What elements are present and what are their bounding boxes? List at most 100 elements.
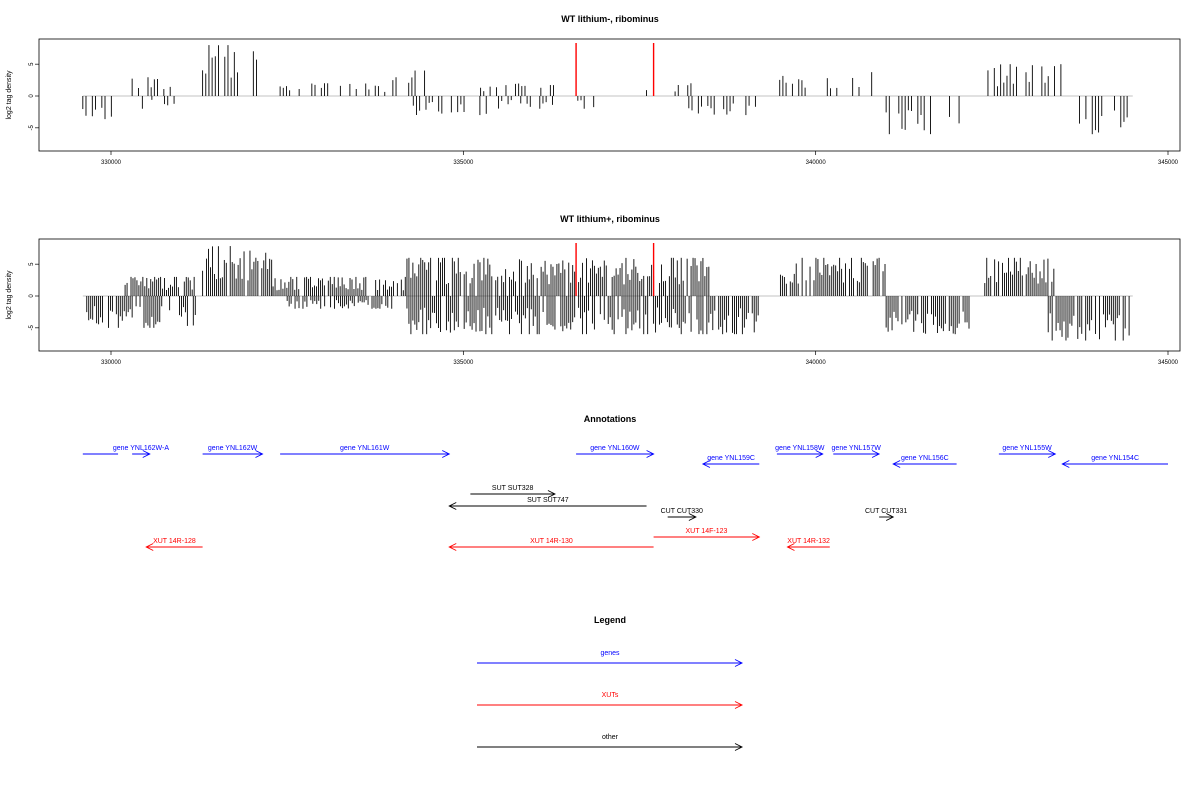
y-tick-label: 0: [29, 294, 35, 298]
y-tick-label: -5: [29, 124, 35, 130]
panel-title: WT lithium+, ribominus: [560, 214, 660, 224]
annotation-feature: gene YNL162W: [202, 445, 264, 458]
feature-arrowhead: [547, 490, 556, 498]
annotation-feature: XUT 14R-128: [145, 538, 203, 551]
x-tick-label: 340000: [806, 160, 827, 166]
legend-title: Legend: [594, 615, 626, 625]
annotation-feature: gene YNL154C: [1061, 455, 1168, 468]
panel-title: WT lithium-, ribominus: [561, 14, 659, 24]
coverage-panel-lithium-minus: WT lithium-, ribominus log2 tag density …: [6, 14, 1181, 166]
annotation-feature: gene YNL159C: [701, 455, 760, 468]
feature-arrowhead: [786, 543, 795, 551]
legend-arrowhead: [734, 659, 744, 667]
feature-label: XUT 14F-123: [685, 528, 727, 535]
annotations-title: Annotations: [584, 414, 637, 424]
legend: Legend genes XUTs other: [477, 615, 744, 751]
feature-label: gene YNL154C: [1091, 455, 1139, 462]
feature-arrowhead: [448, 543, 457, 551]
y-axis: -5 0 5: [29, 62, 39, 130]
feature-arrowhead: [892, 460, 901, 468]
annotation-feature: gene YNL162W-A: [113, 445, 169, 458]
annotation-feature: CUT CUT331: [865, 508, 907, 521]
feature-label: CUT CUT331: [865, 508, 907, 515]
feature-label: gene YNL161W: [340, 445, 390, 452]
region-markers: [575, 243, 655, 296]
feature-arrowhead: [255, 450, 264, 458]
annotation-features: gene YNL162W-A gene YNL162W gene YNL161W ge…: [82, 445, 1168, 551]
feature-label: gene YNL155W: [1002, 445, 1052, 452]
y-axis-label: log2 tag density: [6, 70, 13, 120]
y-tick-label: -5: [29, 324, 35, 330]
feature-arrowhead: [442, 450, 451, 458]
feature-label: gene YNL162W: [208, 445, 258, 452]
x-tick-label: 330000: [101, 360, 122, 366]
legend-label: other: [602, 734, 619, 741]
feature-arrowhead: [815, 450, 824, 458]
y-tick-label: 5: [29, 62, 35, 66]
x-tick-label: 345000: [1158, 160, 1179, 166]
plot-frame: [38, 38, 1181, 152]
feature-label: SUT SUT328: [492, 485, 534, 492]
feature-arrowhead: [701, 460, 711, 468]
feature-label: XUT 14R-128: [153, 538, 196, 545]
feature-arrowhead: [448, 502, 457, 510]
annotation-feature: gene YNL155W: [998, 445, 1057, 458]
feature-arrowhead: [752, 533, 761, 541]
legend-item: other: [477, 734, 744, 751]
annotation-feature: gene YNL160W: [576, 445, 655, 458]
annotation-feature: gene YNL161W: [280, 445, 451, 458]
feature-label: gene YNL162W-A: [113, 445, 169, 452]
annotation-feature: XUT 14R-132: [786, 538, 830, 551]
annotation-feature: CUT CUT330: [661, 508, 703, 521]
x-tick-label: 340000: [806, 360, 827, 366]
feature-label: gene YNL159C: [707, 455, 755, 462]
feature-label: gene YNL156C: [901, 455, 949, 462]
annotation-feature: SUT SUT747: [448, 497, 647, 510]
y-tick-label: 5: [29, 262, 35, 266]
feature-arrowhead: [145, 543, 154, 551]
feature-label: XUT 14R-130: [530, 538, 573, 545]
legend-item: genes: [477, 650, 744, 667]
annotation-feature: gene YNL157W: [832, 445, 882, 458]
annotation-feature: XUT 14F-123: [653, 528, 761, 541]
annotation-feature: SUT SUT328: [470, 485, 556, 498]
x-axis: 330000 335000 340000 345000: [101, 351, 1179, 366]
y-axis: -5 0 5: [29, 262, 39, 330]
feature-label: gene YNL160W: [590, 445, 640, 452]
coverage-bars: [82, 246, 1133, 341]
region-markers: [575, 43, 655, 96]
feature-arrowhead: [885, 513, 895, 521]
feature-label: CUT CUT330: [661, 508, 703, 515]
annotations-track: Annotations gene YNL162W-A gene YNL162W ge…: [82, 414, 1168, 551]
legend-arrowhead: [734, 701, 744, 709]
feature-arrowhead: [871, 450, 881, 458]
legend-item: XUTs: [477, 692, 744, 709]
feature-arrowhead: [1048, 450, 1057, 458]
feature-label: gene YNL157W: [832, 445, 882, 452]
coverage-bars: [82, 45, 1133, 135]
annotation-feature: gene YNL156C: [892, 455, 957, 468]
x-axis: 330000 335000 340000 345000: [101, 151, 1179, 166]
x-tick-label: 345000: [1158, 360, 1179, 366]
plot-frame: [38, 238, 1181, 352]
legend-label: genes: [600, 650, 620, 657]
feature-label: gene YNL158W: [775, 445, 825, 452]
x-tick-label: 335000: [453, 360, 474, 366]
coverage-panel-lithium-plus: WT lithium+, ribominus log2 tag density …: [6, 214, 1181, 366]
legend-label: XUTs: [602, 692, 619, 699]
x-tick-label: 330000: [101, 160, 122, 166]
feature-label: XUT 14R-132: [787, 538, 830, 545]
feature-arrowhead: [1061, 460, 1070, 468]
feature-arrowhead: [688, 513, 697, 521]
feature-label: SUT SUT747: [527, 497, 569, 504]
annotation-feature: gene YNL158W: [775, 445, 825, 458]
feature-arrowhead: [646, 450, 655, 458]
legend-items: genes XUTs other: [477, 650, 744, 751]
annotation-feature: XUT 14R-130: [448, 538, 654, 551]
legend-arrowhead: [734, 743, 744, 751]
feature-arrowhead: [142, 450, 151, 458]
y-tick-label: 0: [29, 94, 35, 98]
x-tick-label: 335000: [453, 160, 474, 166]
y-axis-label: log2 tag density: [6, 270, 13, 320]
